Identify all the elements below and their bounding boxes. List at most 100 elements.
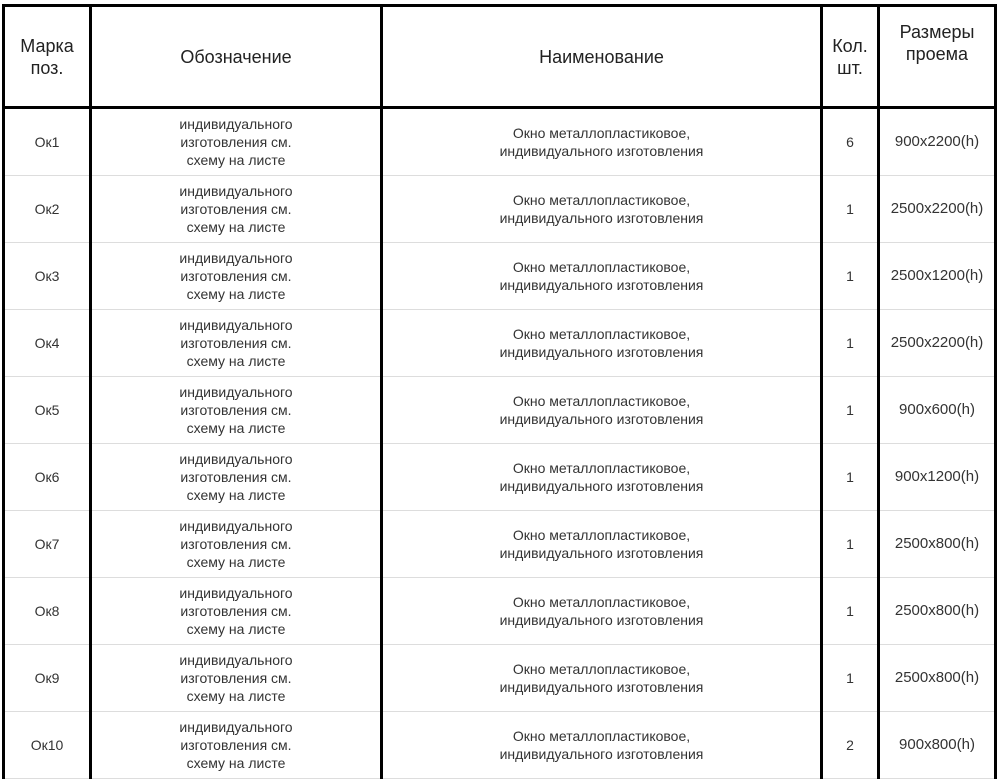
designation-cell-text: индивидуального изготовления см. схему н…	[179, 317, 293, 369]
size-cell: 900x2200(h)	[877, 107, 997, 176]
designation-cell: индивидуального изготовления см. схему н…	[89, 242, 383, 310]
designation-cell: индивидуального изготовления см. схему н…	[89, 309, 383, 377]
name-cell-text: Окно металлопластиковое, индивидуального…	[499, 125, 704, 159]
window-schedule-table: Марка поз. Обозначение Наименование Кол.…	[2, 4, 997, 779]
table-row: Ок9 индивидуального изготовления см. схем…	[2, 644, 997, 712]
designation-cell: индивидуального изготовления см. схему н…	[89, 577, 383, 645]
name-cell: Окно металлопластиковое, индивидуального…	[380, 644, 823, 712]
mark-cell: Ок10	[2, 711, 92, 779]
name-cell: Окно металлопластиковое, индивидуального…	[380, 443, 823, 511]
qty-cell: 1	[820, 175, 880, 243]
size-cell-text: 900x600(h)	[899, 401, 975, 418]
table-row: Ок6 индивидуального изготовления см. схем…	[2, 443, 997, 511]
header-row: Марка поз. Обозначение Наименование Кол.…	[2, 4, 997, 109]
table-row: Ок10 индивидуального изготовления см. схе…	[2, 711, 997, 779]
mark-cell: Ок4	[2, 309, 92, 377]
size-cell: 2500x800(h)	[877, 644, 997, 712]
name-cell-text: Окно металлопластиковое, индивидуального…	[499, 393, 704, 427]
size-cell-text: 2500x800(h)	[894, 602, 980, 619]
name-cell-text: Окно металлопластиковое, индивидуального…	[499, 527, 704, 561]
qty-cell: 1	[820, 443, 880, 511]
qty-cell: 1	[820, 644, 880, 712]
qty-cell-text: 1	[846, 670, 854, 686]
name-cell-text: Окно металлопластиковое, индивидуального…	[499, 460, 704, 494]
size-cell: 2500x2200(h)	[877, 175, 997, 243]
header-qty: Кол. шт.	[820, 4, 880, 109]
mark-cell-text: Ок2	[34, 201, 60, 217]
header-mark: Марка поз.	[2, 4, 92, 109]
mark-cell: Ок7	[2, 510, 92, 578]
size-cell-text: 900x800(h)	[899, 736, 975, 753]
table-row: Ок5 индивидуального изготовления см. схем…	[2, 376, 997, 444]
size-cell-text: 900x1200(h)	[894, 468, 980, 485]
designation-cell: индивидуального изготовления см. схему н…	[89, 644, 383, 712]
designation-cell-text: индивидуального изготовления см. схему н…	[179, 384, 293, 436]
name-cell-text: Окно металлопластиковое, индивидуального…	[499, 259, 704, 293]
size-cell-text: 900x2200(h)	[894, 133, 980, 150]
header-designation: Обозначение	[89, 4, 383, 109]
designation-cell: индивидуального изготовления см. схему н…	[89, 443, 383, 511]
mark-cell-text: Ок3	[34, 268, 60, 284]
name-cell-text: Окно металлопластиковое, индивидуального…	[499, 326, 704, 360]
size-cell-text: 2500x2200(h)	[890, 334, 984, 351]
mark-cell-text: Ок4	[34, 335, 60, 351]
qty-cell: 1	[820, 376, 880, 444]
name-cell: Окно металлопластиковое, индивидуального…	[380, 577, 823, 645]
qty-cell-text: 1	[846, 536, 854, 552]
qty-cell-text: 1	[846, 335, 854, 351]
qty-cell: 1	[820, 577, 880, 645]
designation-cell-text: индивидуального изготовления см. схему н…	[179, 585, 293, 637]
qty-cell: 6	[820, 107, 880, 176]
mark-cell-text: Ок6	[34, 469, 60, 485]
mark-cell: Ок5	[2, 376, 92, 444]
size-cell: 900x600(h)	[877, 376, 997, 444]
qty-cell: 1	[820, 510, 880, 578]
size-cell-text: 2500x800(h)	[894, 669, 980, 686]
table-row: Ок2 индивидуального изготовления см. схем…	[2, 175, 997, 243]
table-row: Ок7 индивидуального изготовления см. схем…	[2, 510, 997, 578]
size-cell: 2500x800(h)	[877, 577, 997, 645]
designation-cell-text: индивидуального изготовления см. схему н…	[179, 652, 293, 704]
name-cell-text: Окно металлопластиковое, индивидуального…	[499, 728, 704, 762]
designation-cell-text: индивидуального изготовления см. схему н…	[179, 518, 293, 570]
qty-cell-text: 1	[846, 469, 854, 485]
qty-cell-text: 1	[846, 603, 854, 619]
mark-cell-text: Ок1	[34, 134, 60, 150]
mark-cell-text: Ок5	[34, 402, 60, 418]
header-name: Наименование	[380, 4, 823, 109]
mark-cell: Ок9	[2, 644, 92, 712]
name-cell: Окно металлопластиковое, индивидуального…	[380, 711, 823, 779]
mark-cell: Ок6	[2, 443, 92, 511]
designation-cell: индивидуального изготовления см. схему н…	[89, 175, 383, 243]
designation-cell-text: индивидуального изготовления см. схему н…	[179, 250, 293, 302]
name-cell: Окно металлопластиковое, индивидуального…	[380, 309, 823, 377]
qty-cell: 1	[820, 242, 880, 310]
size-cell: 2500x1200(h)	[877, 242, 997, 310]
mark-cell-text: Ок7	[34, 536, 60, 552]
header-size: Размеры проема	[877, 4, 997, 109]
mark-cell-text: Ок9	[34, 670, 60, 686]
mark-cell: Ок2	[2, 175, 92, 243]
qty-cell: 2	[820, 711, 880, 779]
designation-cell-text: индивидуального изготовления см. схему н…	[179, 183, 293, 235]
qty-cell-text: 2	[846, 737, 854, 753]
qty-cell-text: 1	[846, 402, 854, 418]
qty-cell-text: 1	[846, 201, 854, 217]
name-cell: Окно металлопластиковое, индивидуального…	[380, 107, 823, 176]
name-cell: Окно металлопластиковое, индивидуального…	[380, 242, 823, 310]
name-cell: Окно металлопластиковое, индивидуального…	[380, 175, 823, 243]
size-cell: 900x800(h)	[877, 711, 997, 779]
designation-cell: индивидуального изготовления см. схему н…	[89, 711, 383, 779]
size-cell-text: 2500x1200(h)	[890, 267, 984, 284]
mark-cell: Ок3	[2, 242, 92, 310]
size-cell: 900x1200(h)	[877, 443, 997, 511]
name-cell-text: Окно металлопластиковое, индивидуального…	[499, 661, 704, 695]
designation-cell-text: индивидуального изготовления см. схему н…	[179, 451, 293, 503]
mark-cell-text: Ок8	[34, 603, 60, 619]
designation-cell: индивидуального изготовления см. схему н…	[89, 376, 383, 444]
size-cell: 2500x2200(h)	[877, 309, 997, 377]
qty-cell-text: 1	[846, 268, 854, 284]
table-row: Ок3 индивидуального изготовления см. схем…	[2, 242, 997, 310]
name-cell-text: Окно металлопластиковое, индивидуального…	[499, 594, 704, 628]
designation-cell-text: индивидуального изготовления см. схему н…	[179, 116, 293, 168]
